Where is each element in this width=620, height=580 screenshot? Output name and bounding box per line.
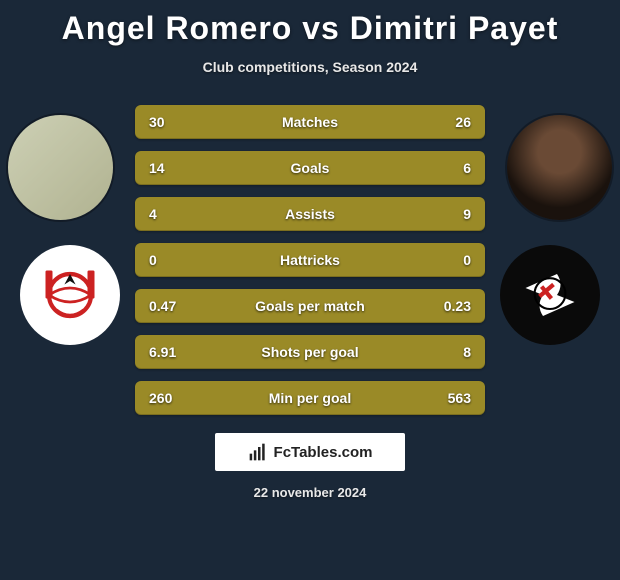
- stat-right-value: 0: [463, 252, 471, 268]
- player2-name: Dimitri Payet: [350, 10, 559, 46]
- stat-label: Shots per goal: [135, 344, 485, 360]
- fctables-logo-icon: [248, 442, 268, 462]
- brand-badge: FcTables.com: [215, 433, 405, 471]
- stat-row: 14 Goals 6: [135, 151, 485, 185]
- stat-row: 30 Matches 26: [135, 105, 485, 139]
- stat-row: 4 Assists 9: [135, 197, 485, 231]
- stat-left-value: 0: [149, 252, 157, 268]
- stat-right-value: 26: [455, 114, 471, 130]
- brand-text: FcTables.com: [274, 444, 373, 461]
- comparison-panel: 30 Matches 26 14 Goals 6 4 Assists 9 0 H…: [0, 105, 620, 415]
- stat-row: 260 Min per goal 563: [135, 381, 485, 415]
- stat-row: 0.47 Goals per match 0.23: [135, 289, 485, 323]
- stat-label: Goals per match: [135, 298, 485, 314]
- stat-row: 0 Hattricks 0: [135, 243, 485, 277]
- subtitle: Club competitions, Season 2024: [0, 59, 620, 75]
- stat-left-value: 260: [149, 390, 172, 406]
- corinthians-crest-icon: [35, 260, 105, 330]
- stat-right-value: 0.23: [444, 298, 471, 314]
- stat-label: Hattricks: [135, 252, 485, 268]
- player1-club-badge: [20, 245, 120, 345]
- stat-label: Min per goal: [135, 390, 485, 406]
- player2-club-badge: [500, 245, 600, 345]
- stat-left-value: 4: [149, 206, 157, 222]
- vs-label: vs: [302, 10, 340, 46]
- vasco-crest-icon: [515, 260, 585, 330]
- comparison-bars: 30 Matches 26 14 Goals 6 4 Assists 9 0 H…: [135, 105, 485, 415]
- stat-row: 6.91 Shots per goal 8: [135, 335, 485, 369]
- stat-right-value: 8: [463, 344, 471, 360]
- footer-date: 22 november 2024: [0, 485, 620, 500]
- page-title: Angel Romero vs Dimitri Payet: [0, 0, 620, 47]
- player1-name: Angel Romero: [62, 10, 293, 46]
- stat-label: Assists: [135, 206, 485, 222]
- stat-label: Matches: [135, 114, 485, 130]
- stat-left-value: 14: [149, 160, 165, 176]
- stat-right-value: 9: [463, 206, 471, 222]
- stat-right-value: 6: [463, 160, 471, 176]
- stat-left-value: 0.47: [149, 298, 176, 314]
- stat-left-value: 6.91: [149, 344, 176, 360]
- stat-right-value: 563: [448, 390, 471, 406]
- stat-left-value: 30: [149, 114, 165, 130]
- player2-avatar: [507, 115, 612, 220]
- stat-label: Goals: [135, 160, 485, 176]
- player1-avatar: [8, 115, 113, 220]
